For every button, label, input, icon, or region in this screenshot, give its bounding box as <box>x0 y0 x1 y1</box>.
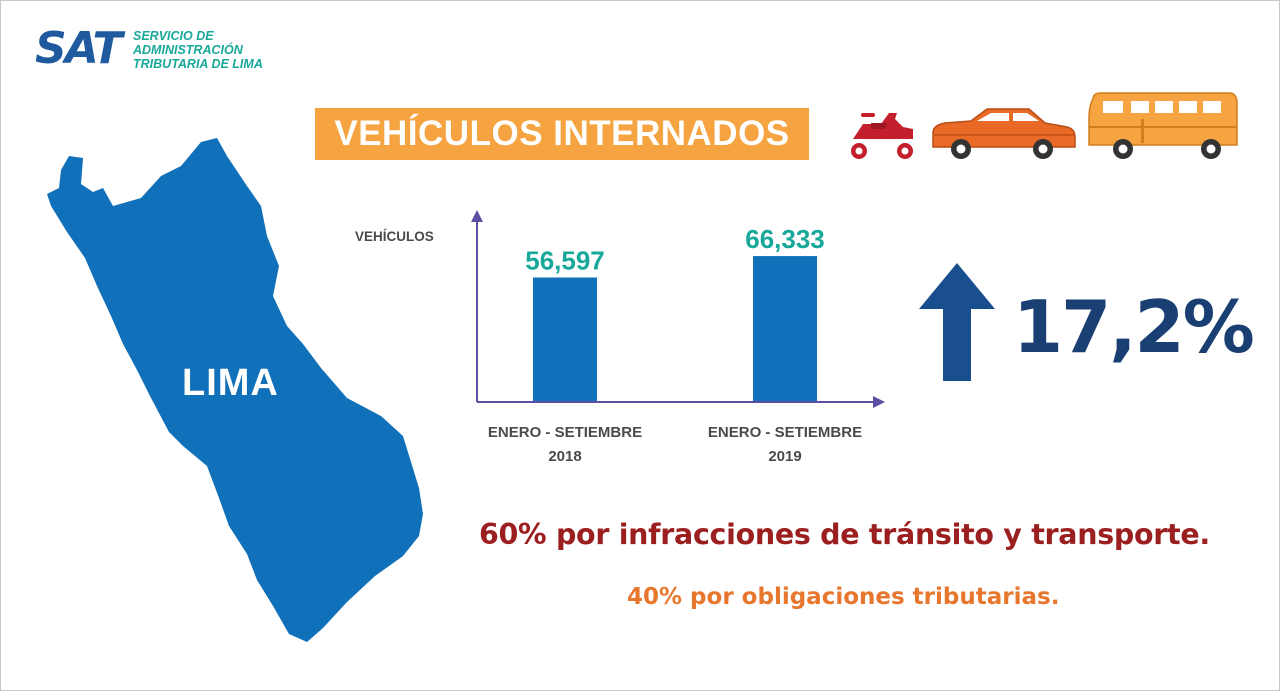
logo-mark: SAT <box>35 23 123 74</box>
logo-line-3: TRIBUTARIA DE LIMA <box>133 57 263 71</box>
logo-line-2: ADMINISTRACIÓN <box>133 43 243 57</box>
sat-logo: SAT SERVICIO DE ADMINISTRACIÓN TRIBUTARI… <box>35 25 285 75</box>
chart-bars: 56,597 ENERO - SETIEMBRE 2018 66,333 ENERO -… <box>488 224 862 465</box>
page-title: VEHÍCULOS INTERNADOS <box>334 114 790 153</box>
vehicle-icons <box>851 92 1238 159</box>
breakdown-secondary: 40% por obligaciones tributarias. <box>627 584 1060 610</box>
x-tick-label-2-line2: 2019 <box>768 448 801 465</box>
map-shape <box>47 138 423 642</box>
bar-2 <box>753 256 817 401</box>
up-arrow-icon <box>919 263 995 381</box>
change-percent: 17,2% <box>1013 285 1255 369</box>
map-label: LIMA <box>182 362 279 404</box>
scooter-icon <box>851 113 913 159</box>
lima-region-map <box>47 138 423 642</box>
x-tick-label-2-line1: ENERO - SETIEMBRE <box>708 424 862 441</box>
breakdown-primary: 60% por infracciones de tránsito y trans… <box>479 518 1210 551</box>
chart-axes <box>471 210 885 408</box>
x-tick-label-1-line2: 2018 <box>548 448 581 465</box>
y-axis-label: VEHÍCULOS <box>355 229 434 244</box>
x-axis-arrow <box>873 396 885 408</box>
van-icon <box>1088 92 1238 159</box>
bar-value-label-1: 56,597 <box>525 245 605 275</box>
x-tick-label-1-line1: ENERO - SETIEMBRE <box>488 424 642 441</box>
bar-1 <box>533 277 597 401</box>
bar-value-label-2: 66,333 <box>745 224 825 254</box>
bar-chart: VEHÍCULOS 56,597 ENERO - SETIEMBRE 2018 66,… <box>355 210 885 465</box>
logo-line-1: SERVICIO DE <box>133 29 214 43</box>
car-icon <box>932 108 1076 159</box>
y-axis-arrow <box>471 210 483 222</box>
logo-text: SERVICIO DE ADMINISTRACIÓN TRIBUTARIA DE… <box>133 29 263 71</box>
title-badge: VEHÍCULOS INTERNADOS <box>315 108 809 160</box>
